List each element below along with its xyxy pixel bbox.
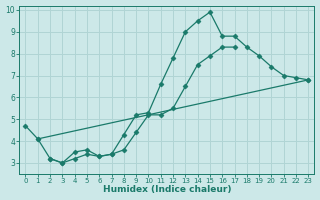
X-axis label: Humidex (Indice chaleur): Humidex (Indice chaleur)	[103, 185, 231, 194]
